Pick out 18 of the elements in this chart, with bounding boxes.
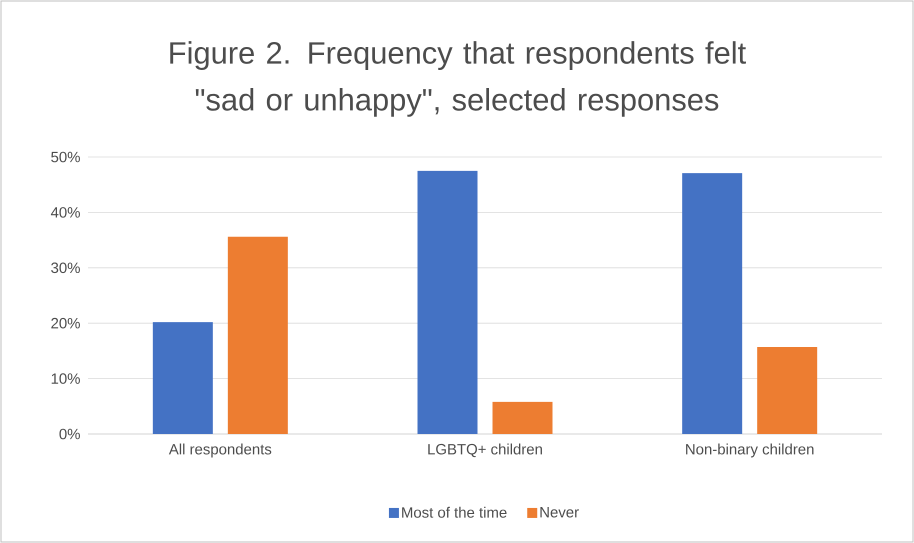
- x-tick-label: LGBTQ+ children: [428, 444, 542, 458]
- bar: [757, 347, 818, 434]
- bar: [152, 322, 213, 434]
- x-tick-label: Non-binary children: [686, 444, 814, 458]
- bar: [492, 402, 553, 434]
- y-tick-label: 0%: [59, 428, 80, 440]
- legend-label: Most of the time: [402, 506, 507, 518]
- bar: [418, 170, 478, 434]
- y-tick-label: 20%: [51, 318, 80, 328]
- bar: [228, 236, 288, 434]
- y-tick-label: 10%: [52, 373, 80, 384]
- y-tick-label: 30%: [51, 262, 80, 274]
- chart-title: Figure 2. Frequency that respondents felt "sad or unhappy", selected responses: [170, 41, 746, 117]
- y-tick-label: 50%: [51, 152, 80, 162]
- bar: [682, 173, 742, 434]
- y-tick-label: 40%: [50, 207, 80, 218]
- legend-label: Never: [540, 507, 579, 518]
- x-tick-label: All respondents: [168, 444, 272, 458]
